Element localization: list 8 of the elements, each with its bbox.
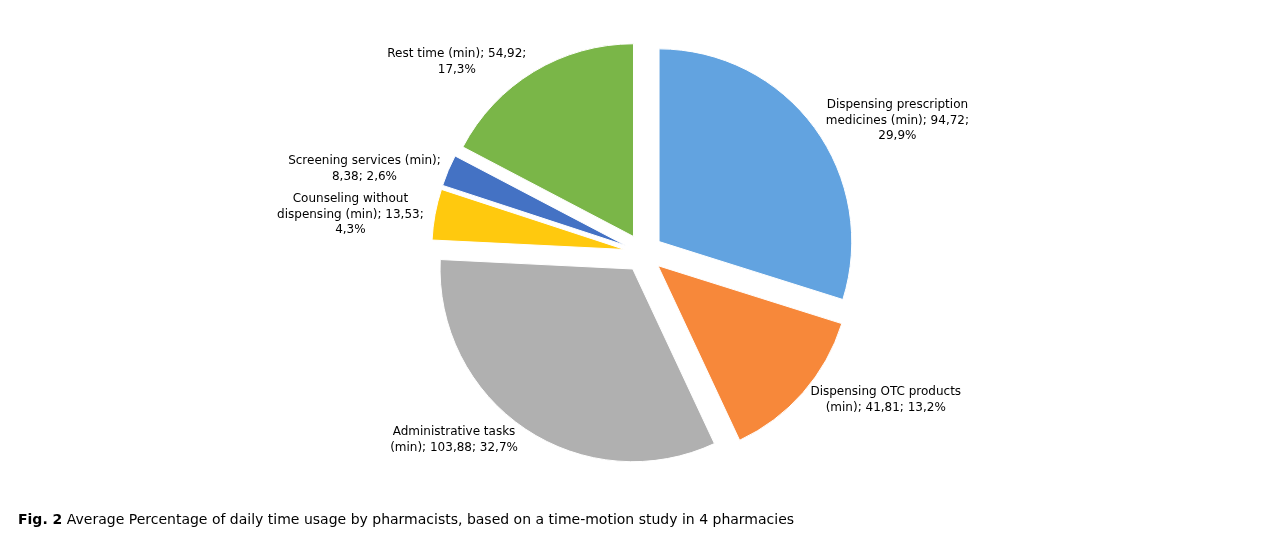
slice-label: Administrative tasks (min); 103,88; 32,7% [390,424,518,454]
text: Average Percentage of daily time usage by pharmacists, based on a time-motion study in 4 pharmacies [66,511,795,527]
slice-label: Counseling without dispensing (min); 13,53; 4,3% [277,191,424,237]
slice-label: Screening services (min); 8,38; 2,6% [288,153,441,183]
slice-label: Dispensing prescription medicines (min); 94,72; 29,9% [825,97,970,143]
slice-label: Rest time (min); 54,92; 17,3% [387,45,527,76]
slice-label: Dispensing OTC products (min); 41,81; 13,2% [810,384,962,414]
caption: Fig. 2 [18,511,63,527]
